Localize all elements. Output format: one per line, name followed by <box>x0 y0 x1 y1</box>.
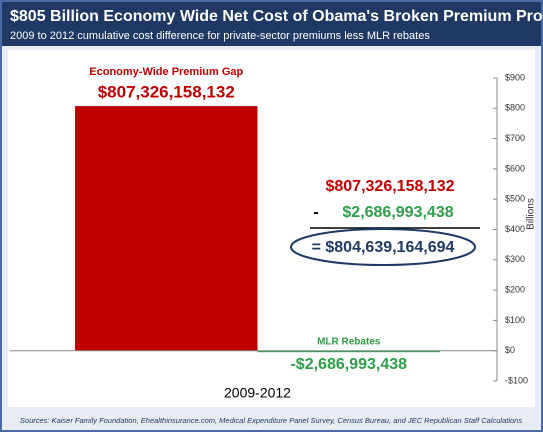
value-label: $807,326,158,132 <box>98 83 235 102</box>
y-tick-label: $800 <box>505 103 525 113</box>
y-tick-label: $200 <box>505 284 525 294</box>
annotation: = $804,639,164,694 <box>312 239 455 256</box>
y-tick-label: $900 <box>505 72 525 82</box>
header-band <box>2 2 541 46</box>
annotation: - <box>313 204 318 221</box>
bar <box>75 106 258 351</box>
bar <box>257 350 440 353</box>
value-label: -$2,686,993,438 <box>290 356 407 373</box>
y-tick-label: $700 <box>505 133 525 143</box>
y-tick-label: $0 <box>505 345 515 355</box>
y-tick-label: $300 <box>505 254 525 264</box>
chart-subtitle: 2009 to 2012 cumulative cost difference … <box>10 30 430 42</box>
y-axis-label: Billions <box>526 198 537 230</box>
y-tick-label: -$100 <box>505 375 528 385</box>
y-tick-label: $100 <box>505 315 525 325</box>
chart-title: $805 Billion Economy Wide Net Cost of Ob… <box>10 8 543 25</box>
result-ellipse <box>290 228 476 266</box>
x-tick-label: 2009-2012 <box>224 385 291 401</box>
series-label: Economy-Wide Premium Gap <box>89 66 243 78</box>
series-label: MLR Rebates <box>317 336 381 347</box>
annotation: $807,326,158,132 <box>325 178 454 195</box>
y-tick-label: $500 <box>505 194 525 204</box>
annotation: $2,686,993,438 <box>342 204 453 221</box>
source-note: Sources: Kaiser Family Foundation, Eheal… <box>20 416 522 425</box>
y-tick-label: $600 <box>505 163 525 173</box>
y-tick-label: $400 <box>505 224 525 234</box>
